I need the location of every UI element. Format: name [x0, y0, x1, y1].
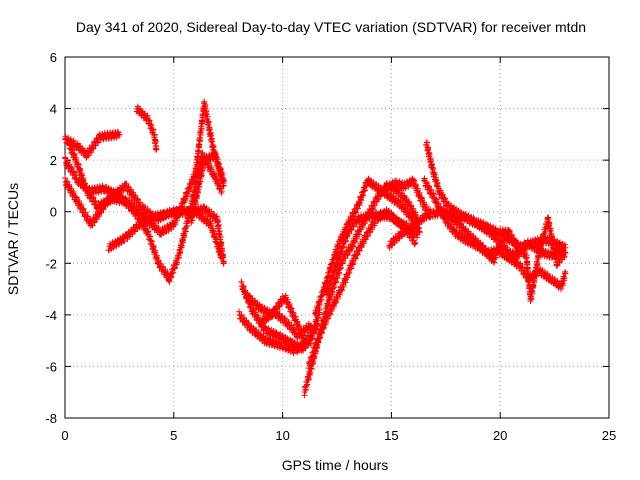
- data-track: [440, 205, 569, 304]
- data-point-markers: [62, 128, 123, 161]
- y-tick-label: 4: [50, 102, 57, 117]
- series-sdtvar: [62, 98, 569, 399]
- data-point-markers: [105, 205, 225, 262]
- data-point-markers: [386, 206, 434, 251]
- data-point-markers: [133, 103, 160, 153]
- x-tick-label: 0: [61, 428, 68, 443]
- x-tick-label: 25: [602, 428, 616, 443]
- y-tick-label: 6: [50, 50, 57, 65]
- x-tick-label: 5: [170, 428, 177, 443]
- plot-frame: [64, 56, 610, 419]
- data-point-markers: [257, 306, 314, 341]
- axis-ticks: 0 5 10 15 20 25 -8 -6 -4 -2 0 2 4 6: [45, 50, 616, 443]
- y-tick-label: -2: [45, 256, 57, 271]
- data-track: [381, 175, 434, 221]
- x-axis-title: GPS time / hours: [282, 457, 389, 473]
- y-tick-label: 2: [50, 153, 57, 168]
- data-point-markers: [188, 149, 227, 226]
- data-layer: [62, 98, 569, 399]
- chart-title: Day 341 of 2020, Sidereal Day-to-day VTE…: [76, 19, 586, 35]
- y-tick-label: -8: [45, 411, 57, 426]
- data-track: [188, 149, 227, 226]
- x-tick-label: 20: [493, 428, 507, 443]
- x-tick-label: 15: [384, 428, 398, 443]
- y-tick-label: -4: [45, 308, 57, 323]
- y-tick-label: -6: [45, 359, 57, 374]
- data-point-markers: [381, 175, 434, 221]
- x-tick-label: 10: [275, 428, 289, 443]
- data-track: [386, 206, 434, 251]
- y-tick-label: 0: [50, 205, 57, 220]
- y-axis-title: SDTVAR / TECUs: [5, 183, 21, 295]
- data-track: [62, 128, 123, 161]
- data-track: [105, 205, 225, 262]
- data-track: [257, 306, 314, 341]
- data-track: [133, 103, 160, 153]
- data-point-markers: [440, 205, 569, 304]
